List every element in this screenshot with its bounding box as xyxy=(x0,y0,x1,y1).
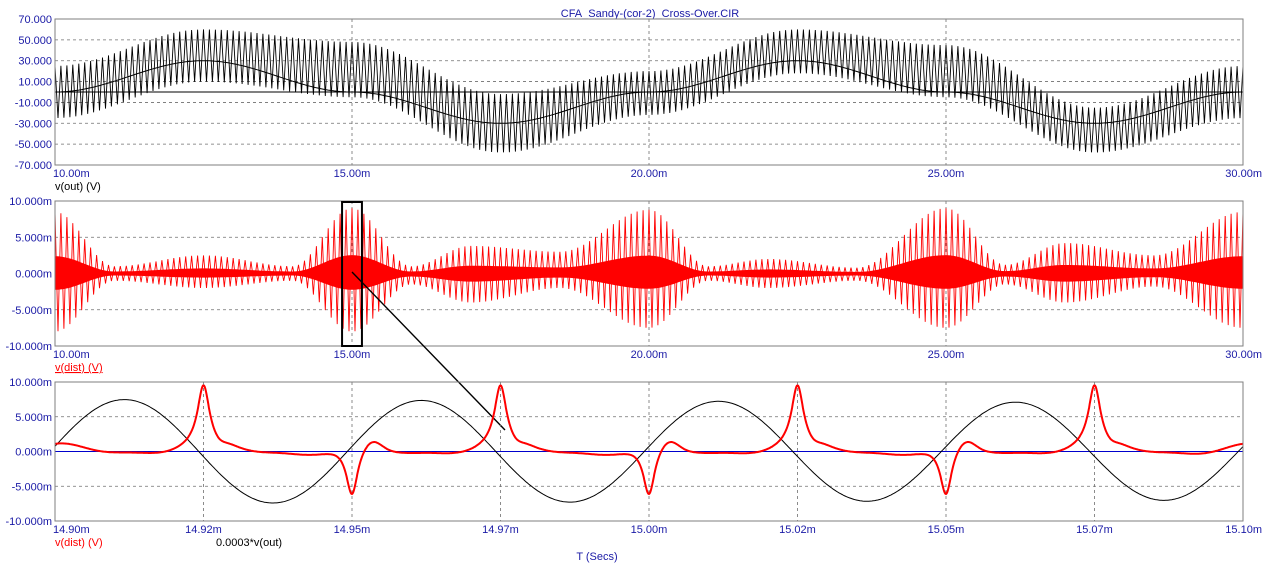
zoom-indicator xyxy=(341,201,506,431)
x-tick-label: 20.00m xyxy=(631,168,668,180)
x-tick-label: 14.90m xyxy=(53,524,90,536)
x-tick-label: 30.00m xyxy=(1225,349,1262,361)
y-tick-label: 0.000m xyxy=(15,447,52,459)
window-title: CFA_Sandy-(cor-2)_Cross-Over.CIR xyxy=(561,8,740,20)
top-plot-frame xyxy=(54,18,1244,166)
x-tick-label: 30.00m xyxy=(1225,168,1262,180)
y-tick-label: -5.000m xyxy=(12,305,52,317)
top-y-tick-labels: 70.000 50.000 30.000 10.000 -10.000 -30.000 -5… xyxy=(15,14,52,172)
bottom-series xyxy=(54,384,1244,504)
middle-series xyxy=(54,208,1244,332)
zoom-connector xyxy=(351,271,506,431)
bottom-y-tick-labels: 10.000m 5.000m 0.000m -5.000m -10.000m xyxy=(6,377,52,528)
y-tick-label: 5.000m xyxy=(15,232,52,244)
bottom-x-tick-labels: 14.90m 14.92m 14.95m 14.97m 15.00m 15.02m 15.0… xyxy=(53,524,1262,536)
top-x-tick-labels: 10.00m 15.00m 20.00m 25.00m 30.00m xyxy=(53,168,1262,180)
y-tick-label: 10.000m xyxy=(9,377,52,389)
zoom-box xyxy=(341,201,363,347)
top-legend: v(out) (V) xyxy=(55,181,101,193)
x-tick-label: 25.00m xyxy=(928,349,965,361)
y-tick-label: -70.000 xyxy=(15,160,52,172)
y-tick-label: -10.000m xyxy=(6,516,52,528)
x-tick-label: 20.00m xyxy=(631,349,668,361)
y-tick-label: 10.000m xyxy=(9,196,52,208)
vdist-band xyxy=(55,255,1243,290)
vout-trace xyxy=(54,29,1244,153)
x-tick-label: 14.97m xyxy=(482,524,519,536)
panel-middle: 10.000m 5.000m 0.000m -5.000m -10.000m 10.00… xyxy=(6,196,1262,431)
bottom-plot-frame xyxy=(54,381,1244,522)
panel-top: 70.000 50.000 30.000 10.000 -10.000 -30.000 -5… xyxy=(15,14,1262,193)
y-tick-label: 30.000 xyxy=(18,56,52,68)
top-series xyxy=(54,29,1244,153)
middle-x-tick-labels: 10.00m 15.00m 20.00m 25.00m 30.00m xyxy=(53,349,1262,361)
y-tick-label: -30.000 xyxy=(15,118,52,130)
y-tick-label: 5.000m xyxy=(15,412,52,424)
legend-label: v(dist) (V) xyxy=(55,537,103,549)
y-tick-label: -50.000 xyxy=(15,139,52,151)
bottom-legend: v(dist) (V) 0.0003*v(out) xyxy=(55,537,282,549)
x-tick-label: 15.10m xyxy=(1225,524,1262,536)
x-tick-label: 10.00m xyxy=(53,349,90,361)
x-tick-label: 15.00m xyxy=(631,524,668,536)
x-tick-label: 14.92m xyxy=(185,524,222,536)
legend-label: 0.0003*v(out) xyxy=(216,537,282,549)
middle-legend: v(dist) (V) xyxy=(55,362,103,374)
x-tick-label: 15.07m xyxy=(1076,524,1113,536)
x-tick-label: 15.00m xyxy=(334,349,371,361)
y-tick-label: 0.000m xyxy=(15,269,52,281)
legend-label: v(out) (V) xyxy=(55,181,101,193)
x-axis-title: T (Secs) xyxy=(576,551,617,563)
x-tick-label: 10.00m xyxy=(53,168,90,180)
x-tick-label: 14.95m xyxy=(334,524,371,536)
x-tick-label: 15.02m xyxy=(779,524,816,536)
panel-bottom: 10.000m 5.000m 0.000m -5.000m -10.000m 14.90… xyxy=(6,377,1262,549)
y-tick-label: -10.000m xyxy=(6,341,52,353)
y-tick-label: 70.000 xyxy=(18,14,52,26)
y-tick-label: 10.000 xyxy=(18,77,52,89)
x-tick-label: 25.00m xyxy=(928,168,965,180)
y-tick-label: -5.000m xyxy=(12,481,52,493)
y-tick-label: -10.000 xyxy=(15,97,52,109)
x-tick-label: 15.00m xyxy=(334,168,371,180)
middle-plot-frame xyxy=(54,200,1244,347)
scaled-vout-trace xyxy=(54,399,1244,504)
y-tick-label: 50.000 xyxy=(18,35,52,47)
legend-label: v(dist) (V) xyxy=(55,362,103,374)
middle-y-tick-labels: 10.000m 5.000m 0.000m -5.000m -10.000m xyxy=(6,196,52,353)
x-tick-label: 15.05m xyxy=(928,524,965,536)
vdist-zoom-trace xyxy=(54,384,1244,496)
